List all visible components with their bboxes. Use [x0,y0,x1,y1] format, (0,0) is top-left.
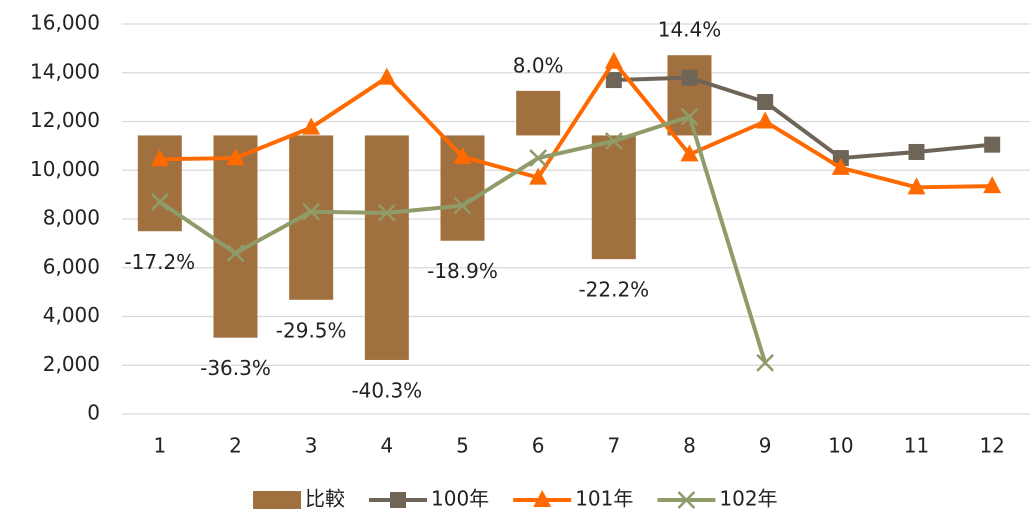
marker [907,177,926,195]
x-tick-label: 8 [683,434,696,458]
legend-label: 102年 [719,487,777,511]
marker [756,353,775,372]
data-label: -18.9% [427,259,498,283]
x-tick-label: 2 [229,434,242,458]
y-tick-label: 12,000 [30,108,100,132]
x-tick-label: 11 [904,434,929,458]
marker [681,69,698,86]
marker [605,72,622,89]
marker [604,132,623,150]
marker [984,136,1001,153]
marker [377,204,396,222]
legend-swatch [253,491,301,509]
marker [453,146,472,164]
y-tick-label: 0 [87,401,100,425]
data-label: 14.4% [658,18,722,42]
marker [226,148,245,166]
marker [302,202,321,221]
marker [529,167,548,185]
data-label: -22.2% [578,278,649,302]
y-tick-label: 10,000 [30,157,100,181]
marker [983,176,1002,194]
y-tick-label: 16,000 [30,11,100,35]
x-tick-label: 3 [305,434,318,458]
marker [150,193,169,211]
data-label: -40.3% [351,378,422,402]
y-tick-label: 6,000 [43,254,100,278]
marker [680,107,699,126]
marker [302,117,321,135]
legend-label: 比較 [305,487,345,511]
marker [226,244,245,263]
bar [289,135,334,300]
data-label: -36.3% [200,356,271,380]
bar [213,135,258,338]
bar [364,135,409,360]
x-tick-label: 5 [456,434,469,458]
marker [908,143,925,160]
marker [757,94,774,110]
y-tick-label: 14,000 [30,59,100,83]
marker [604,51,623,69]
x-tick-label: 1 [153,434,166,458]
line [613,75,993,161]
y-tick-label: 8,000 [43,206,100,230]
bar [516,90,561,136]
y-tick-label: 2,000 [43,352,100,376]
marker [453,196,472,215]
x-tick-label: 10 [828,434,853,458]
legend-label: 100年 [431,487,489,511]
legend-marker [390,492,406,508]
marker [756,111,775,129]
line [159,59,993,190]
data-label: 8.0% [513,53,564,77]
grid [122,23,1030,415]
legend-marker [677,491,696,509]
data-label: -17.2% [124,250,195,274]
marker [150,149,169,167]
y-tick-label: 4,000 [43,303,100,327]
bar [591,135,636,260]
x-tick-label: 6 [532,434,545,458]
marker [680,144,699,162]
legend-marker [533,490,552,507]
marker [377,67,396,85]
x-tick-label: 9 [759,434,772,458]
x-tick-label: 12 [979,434,1004,458]
data-label: -29.5% [276,318,347,342]
x-tick-label: 7 [607,434,620,458]
legend-label: 101年 [575,487,633,511]
marker [529,149,548,167]
marker [831,157,850,175]
x-tick-label: 4 [380,434,393,458]
